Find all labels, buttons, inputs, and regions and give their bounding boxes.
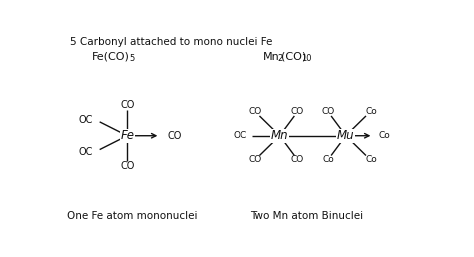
Text: Co: Co <box>365 155 377 164</box>
Text: CO: CO <box>291 107 304 116</box>
Text: OC: OC <box>79 115 93 125</box>
Text: (CO): (CO) <box>281 52 306 62</box>
Text: Fe(CO): Fe(CO) <box>92 52 130 62</box>
Text: OC: OC <box>79 146 93 157</box>
Text: CO: CO <box>120 100 135 110</box>
Text: 5 Carbonyl attached to mono nuclei Fe: 5 Carbonyl attached to mono nuclei Fe <box>70 37 273 47</box>
Text: Mn: Mn <box>263 52 280 62</box>
Text: Mu: Mu <box>337 129 355 142</box>
Text: 5: 5 <box>130 54 135 63</box>
Text: Mn: Mn <box>271 129 289 142</box>
Text: One Fe atom mononuclei: One Fe atom mononuclei <box>66 211 197 221</box>
Text: Co: Co <box>378 131 390 140</box>
Text: CO: CO <box>321 107 335 116</box>
Text: CO: CO <box>291 155 304 164</box>
Text: Fe: Fe <box>120 129 134 142</box>
Text: Co: Co <box>365 107 377 116</box>
Text: 10: 10 <box>301 54 311 63</box>
Text: CO: CO <box>248 155 262 164</box>
Text: OC: OC <box>234 131 247 140</box>
Text: CO: CO <box>120 161 135 171</box>
Text: Two Mn atom Binuclei: Two Mn atom Binuclei <box>250 211 364 221</box>
Text: CO: CO <box>248 107 262 116</box>
Text: 2: 2 <box>277 54 283 63</box>
Text: CO: CO <box>168 131 182 141</box>
Text: Co: Co <box>322 155 334 164</box>
